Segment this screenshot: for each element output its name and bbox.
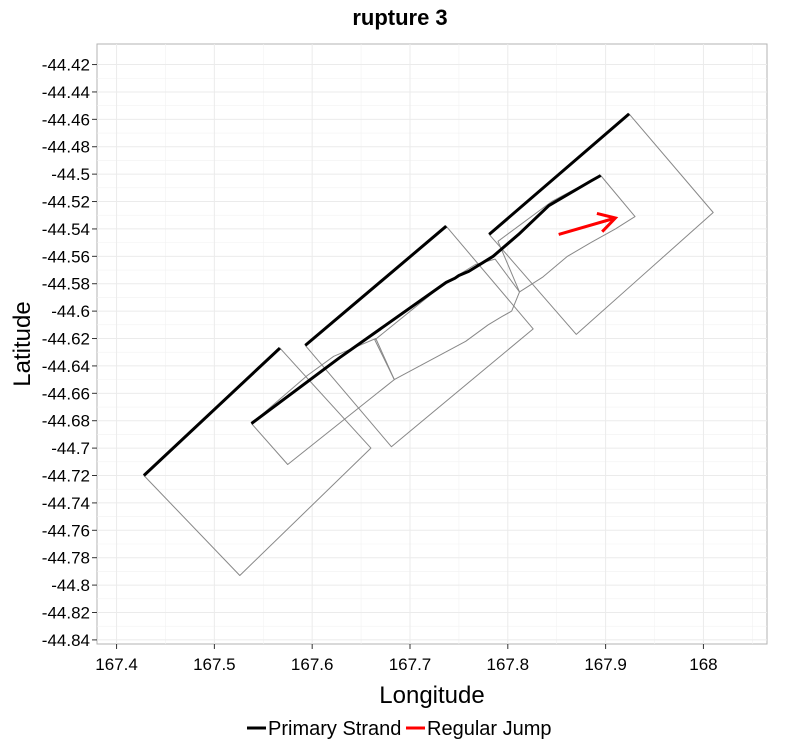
y-tick-label-5: -44.52 (42, 193, 90, 212)
y-axis-title: Latitude (9, 301, 36, 386)
x-tick-label-2: 167.6 (291, 655, 334, 674)
x-tick-label-4: 167.8 (487, 655, 530, 674)
jump-arrowhead-0 (596, 211, 619, 233)
y-tick-label-9: -44.6 (51, 302, 90, 321)
legend-label-regular-jump: Regular Jump (427, 718, 552, 740)
x-tick-label-3: 167.7 (389, 655, 432, 674)
chart-title: rupture 3 (352, 5, 447, 30)
y-tick-label-12: -44.66 (42, 384, 90, 403)
outline-segment-3 (374, 258, 520, 381)
strand-segment-1 (304, 225, 448, 347)
plot-panel (96, 43, 768, 645)
y-tick-label-13: -44.68 (42, 412, 90, 431)
x-axis-title: Longitude (379, 682, 484, 709)
x-tick-label-0: 167.4 (95, 655, 138, 674)
y-tick-label-17: -44.76 (42, 521, 90, 540)
legend: Primary Strand Regular Jump (247, 718, 552, 740)
y-tick-label-6: -44.54 (42, 220, 90, 239)
y-tick-label-3: -44.48 (42, 138, 90, 157)
y-axis-ticks: -44.42 -44.44 -44.46 -44.48 -44.5 -44.52 -44.5… (42, 56, 97, 650)
y-tick-label-16: -44.74 (42, 494, 90, 513)
y-tick-label-19: -44.8 (51, 576, 90, 595)
y-tick-label-2: -44.46 (42, 110, 90, 129)
jump-segment-0 (558, 216, 616, 236)
x-tick-label-1: 167.5 (193, 655, 236, 674)
y-tick-label-11: -44.64 (42, 357, 90, 376)
y-tick-label-14: -44.7 (51, 439, 90, 458)
y-tick-label-4: -44.5 (51, 165, 90, 184)
y-tick-label-7: -44.56 (42, 247, 90, 266)
y-tick-label-18: -44.78 (42, 549, 90, 568)
regular-jump-lines (558, 211, 619, 236)
x-tick-label-5: 167.9 (584, 655, 627, 674)
y-tick-label-8: -44.58 (42, 275, 90, 294)
x-axis-ticks: 167.4 167.5 167.6 167.7 167.8 167.9 168 (95, 644, 718, 674)
y-tick-label-1: -44.44 (42, 83, 90, 102)
y-tick-label-21: -44.84 (42, 631, 90, 650)
y-tick-label-0: -44.42 (42, 56, 90, 75)
legend-label-primary-strand: Primary Strand (268, 718, 401, 740)
primary-strand-lines (142, 112, 631, 477)
strand-segment-0 (142, 347, 281, 477)
strand-segment-2 (488, 112, 631, 236)
x-tick-label-6: 168 (689, 655, 717, 674)
y-tick-label-10: -44.62 (42, 330, 90, 349)
y-tick-label-20: -44.82 (42, 603, 90, 622)
strand-segment-3 (250, 174, 602, 425)
y-tick-label-15: -44.72 (42, 467, 90, 486)
